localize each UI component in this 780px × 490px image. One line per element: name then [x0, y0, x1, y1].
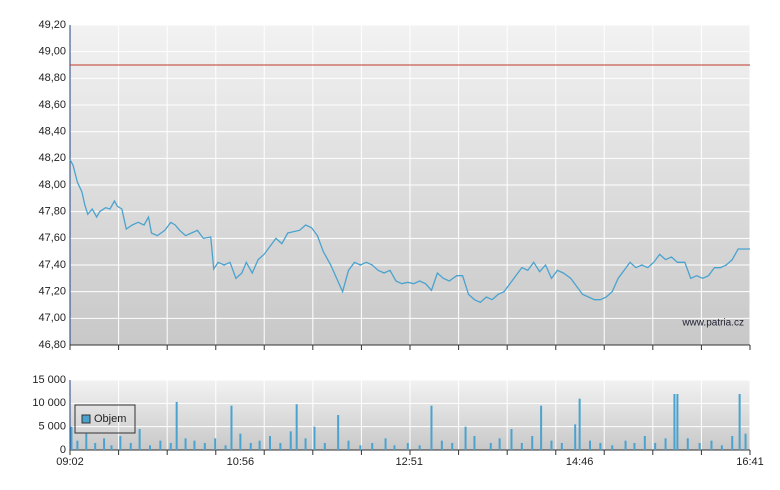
volume-bar: [540, 405, 543, 450]
volume-bar: [720, 445, 723, 450]
volume-bar: [550, 440, 553, 450]
volume-bar: [624, 440, 627, 450]
volume-bar: [323, 443, 326, 450]
volume-bar: [520, 443, 523, 450]
volume-bar: [738, 394, 741, 450]
volume-bar: [451, 443, 454, 450]
volume-bar: [676, 394, 679, 450]
volume-bar: [664, 438, 667, 450]
volume-bar: [347, 440, 350, 450]
x-tick-label: 10:56: [227, 456, 255, 468]
x-tick-label: 14:46: [566, 456, 594, 468]
volume-bar: [418, 445, 421, 450]
volume-bar: [103, 438, 106, 450]
volume-bar: [224, 445, 227, 450]
volume-bar: [710, 440, 713, 450]
y-tick-label: 15 000: [32, 374, 66, 386]
volume-bar: [643, 436, 646, 450]
volume-bar: [175, 401, 178, 450]
volume-bar: [184, 438, 187, 450]
volume-bar: [119, 436, 122, 450]
y-tick-label: 48,00: [38, 179, 66, 191]
volume-bar: [295, 404, 298, 450]
volume-bar: [70, 426, 73, 450]
volume-bar: [76, 440, 79, 450]
volume-bar: [258, 440, 261, 450]
volume-bar: [440, 440, 443, 450]
volume-bar: [384, 438, 387, 450]
y-tick-label: 47,00: [38, 312, 66, 324]
legend-swatch: [81, 414, 91, 424]
volume-bar: [214, 438, 217, 450]
volume-bar: [304, 438, 307, 450]
y-tick-label: 47,20: [38, 286, 66, 298]
volume-bar: [611, 445, 614, 450]
volume-bar: [203, 443, 206, 450]
volume-bar: [393, 445, 396, 450]
volume-bar: [654, 443, 657, 450]
y-tick-label: 47,80: [38, 206, 66, 218]
volume-bar: [560, 443, 563, 450]
volume-bar: [464, 426, 467, 450]
y-tick-label: 49,00: [38, 46, 66, 58]
volume-bar: [193, 440, 196, 450]
volume-bar: [744, 433, 747, 450]
y-tick-label: 48,80: [38, 72, 66, 84]
volume-bar: [337, 415, 340, 450]
volume-bar: [138, 429, 141, 450]
volume-bar: [169, 443, 172, 450]
volume-bar: [249, 443, 252, 450]
y-tick-label: 48,60: [38, 99, 66, 111]
y-tick-label: 48,40: [38, 126, 66, 138]
volume-bar: [574, 424, 577, 450]
watermark: www.patria.cz: [681, 318, 744, 329]
volume-bar: [633, 443, 636, 450]
volume-bar: [239, 433, 242, 450]
legend-box: [74, 404, 136, 434]
volume-bar: [473, 436, 476, 450]
volume-bar: [149, 445, 151, 450]
volume-bar: [673, 394, 676, 450]
volume-bar: [94, 443, 97, 450]
y-tick-label: 5 000: [38, 421, 66, 433]
volume-bar: [510, 429, 513, 450]
y-tick-label: 47,40: [38, 259, 66, 271]
volume-bar: [230, 405, 233, 450]
volume-bar: [686, 438, 689, 450]
volume-bar: [371, 443, 374, 450]
y-tick-label: 47,60: [38, 232, 66, 244]
price-line: [69, 159, 750, 304]
y-tick-label: 49,20: [38, 19, 66, 31]
volume-bar: [599, 443, 602, 450]
y-tick-label: 48,20: [38, 152, 66, 164]
volume-bar: [159, 440, 162, 450]
y-tick-label: 46,80: [38, 339, 66, 351]
volume-bar: [578, 398, 581, 450]
x-tick-label: 12:51: [395, 456, 423, 468]
y-tick-label: 10 000: [32, 397, 66, 409]
volume-bar: [731, 436, 734, 450]
volume-bar: [269, 436, 271, 450]
volume-bar: [589, 440, 591, 450]
legend-label: Objem: [94, 413, 126, 425]
volume-bar: [85, 433, 88, 450]
volume-bar: [406, 443, 409, 450]
x-tick-label: 16:41: [736, 456, 764, 468]
volume-bar: [698, 443, 701, 450]
volume-bar: [279, 443, 282, 450]
volume-bar: [289, 431, 292, 450]
volume-bar: [110, 445, 113, 450]
x-tick-label: 09:02: [56, 456, 84, 468]
volume-bar: [498, 438, 501, 450]
volume-bar: [430, 405, 433, 450]
volume-bar: [129, 443, 132, 450]
volume-bar: [359, 445, 362, 450]
volume-bar: [489, 443, 492, 450]
volume-bar: [531, 436, 534, 450]
y-tick-label: 0: [60, 444, 66, 456]
volume-bar: [313, 426, 316, 450]
